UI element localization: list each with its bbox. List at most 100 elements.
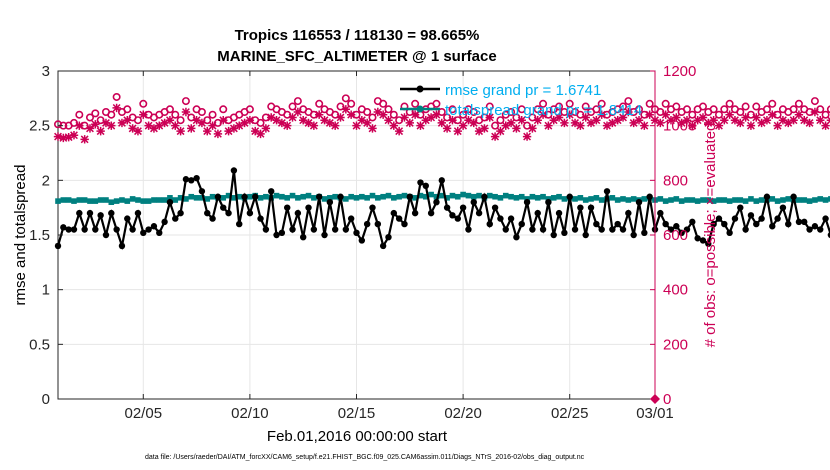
point-obs-possible-54 xyxy=(341,94,350,103)
point-rmse-81 xyxy=(486,220,493,228)
point-obs-possible-71 xyxy=(432,99,441,108)
point-rmse-27 xyxy=(198,188,206,195)
point-rmse-41 xyxy=(273,231,280,239)
point-totalspread-136 xyxy=(780,197,786,203)
point-obs-possible-67 xyxy=(411,99,420,108)
y-tick-label-right-6: 1200 xyxy=(663,63,696,80)
point-totalspread-14 xyxy=(129,196,136,202)
point-obs-evaluated-71 xyxy=(432,110,441,119)
point-totalspread-104 xyxy=(609,195,616,201)
point-totalspread-145 xyxy=(828,196,830,202)
point-totalspread-67 xyxy=(412,195,418,201)
y-tick-label-right-5: 1000 xyxy=(663,118,696,135)
y-tick-label-right-0: 0 xyxy=(663,391,671,408)
point-obs-evaluated-60 xyxy=(373,107,383,117)
point-totalspread-110 xyxy=(641,196,648,202)
x-tick-label-4: 02/25 xyxy=(551,405,589,422)
point-obs-evaluated-56 xyxy=(352,121,361,130)
point-obs-possible-85 xyxy=(507,108,516,117)
point-rmse-84 xyxy=(502,226,509,233)
point-obs-evaluated-61 xyxy=(378,110,388,119)
point-obs-evaluated-32 xyxy=(224,126,233,136)
point-totalspread-9 xyxy=(103,197,109,203)
point-totalspread-65 xyxy=(401,192,408,199)
point-rmse-139 xyxy=(795,218,803,226)
point-rmse-142 xyxy=(811,223,819,230)
point-obs-evaluated-135 xyxy=(773,121,782,130)
point-obs-possible-90 xyxy=(533,105,542,114)
point-rmse-43 xyxy=(284,204,291,211)
point-obs-evaluated-23 xyxy=(176,126,185,136)
point-totalspread-88 xyxy=(524,196,530,202)
x-axis-label: Feb.01,2016 00:00:00 start xyxy=(267,428,448,445)
point-obs-evaluated-140 xyxy=(800,116,809,125)
y-tick-label-right-3: 600 xyxy=(663,227,688,244)
point-rmse-85 xyxy=(507,215,515,222)
point-obs-evaluated-69 xyxy=(421,116,430,125)
point-obs-evaluated-59 xyxy=(368,124,377,133)
point-totalspread-73 xyxy=(444,195,450,201)
point-totalspread-75 xyxy=(454,193,461,200)
point-totalspread-19 xyxy=(156,197,163,203)
point-rmse-91 xyxy=(539,226,547,233)
point-totalspread-5 xyxy=(81,197,88,203)
point-obs-evaluated-70 xyxy=(426,113,436,122)
point-obs-evaluated-78 xyxy=(469,118,478,128)
point-totalspread-17 xyxy=(145,198,152,204)
point-obs-possible-10 xyxy=(107,110,116,119)
point-totalspread-39 xyxy=(263,193,269,200)
point-obs-evaluated-10 xyxy=(107,121,116,130)
point-totalspread-92 xyxy=(545,196,552,202)
point-totalspread-128 xyxy=(737,197,744,203)
point-obs-evaluated-96 xyxy=(565,110,574,119)
point-obs-possible-109 xyxy=(635,105,644,114)
point-rmse-19 xyxy=(156,229,163,237)
point-totalspread-139 xyxy=(796,197,802,203)
point-totalspread-64 xyxy=(396,193,402,200)
point-obs-evaluated-107 xyxy=(624,107,633,117)
point-obs-evaluated-2 xyxy=(64,132,73,142)
point-obs-evaluated-47 xyxy=(304,118,313,128)
point-rmse-135 xyxy=(774,215,781,222)
point-rmse-96 xyxy=(566,193,573,200)
point-obs-possible-123 xyxy=(709,105,718,114)
point-obs-evaluated-110 xyxy=(640,121,649,130)
y-axis-label-right: # of obs: o=possible; ×=evaluated xyxy=(702,123,719,348)
point-obs-evaluated-44 xyxy=(288,113,297,122)
point-obs-possible-111 xyxy=(645,99,654,108)
point-rmse-60 xyxy=(374,220,382,228)
point-totalspread-76 xyxy=(460,191,466,198)
point-obs-evaluated-93 xyxy=(549,116,558,125)
point-rmse-44 xyxy=(289,226,296,233)
point-totalspread-16 xyxy=(140,198,147,204)
point-obs-evaluated-1 xyxy=(59,133,68,143)
point-totalspread-72 xyxy=(438,192,445,199)
point-rmse-71 xyxy=(433,199,440,206)
point-totalspread-29 xyxy=(209,193,216,200)
point-rmse-137 xyxy=(785,220,792,228)
point-obs-evaluated-121 xyxy=(698,113,708,122)
point-totalspread-57 xyxy=(359,193,365,200)
point-rmse-92 xyxy=(545,199,552,206)
point-obs-evaluated-86 xyxy=(512,124,521,133)
point-obs-evaluated-105 xyxy=(613,116,622,125)
point-obs-evaluated-131 xyxy=(752,113,761,122)
point-obs-possible-38 xyxy=(256,118,265,127)
point-rmse-51 xyxy=(326,199,334,206)
point-rmse-110 xyxy=(641,229,648,237)
point-rmse-17 xyxy=(145,226,152,233)
point-obs-evaluated-80 xyxy=(480,124,489,133)
point-rmse-64 xyxy=(395,215,403,222)
x-tick-label-5: 03/01 xyxy=(636,405,674,422)
point-rmse-25 xyxy=(188,177,195,184)
point-totalspread-84 xyxy=(502,192,509,199)
point-rmse-50 xyxy=(321,231,328,239)
point-obs-evaluated-38 xyxy=(256,129,265,139)
point-totalspread-62 xyxy=(385,192,392,199)
point-rmse-118 xyxy=(683,226,691,233)
point-obs-possible-128 xyxy=(736,108,745,117)
point-obs-possible-144 xyxy=(821,110,830,119)
point-obs-possible-22 xyxy=(171,110,180,119)
point-rmse-31 xyxy=(220,204,227,211)
point-rmse-128 xyxy=(737,204,744,211)
